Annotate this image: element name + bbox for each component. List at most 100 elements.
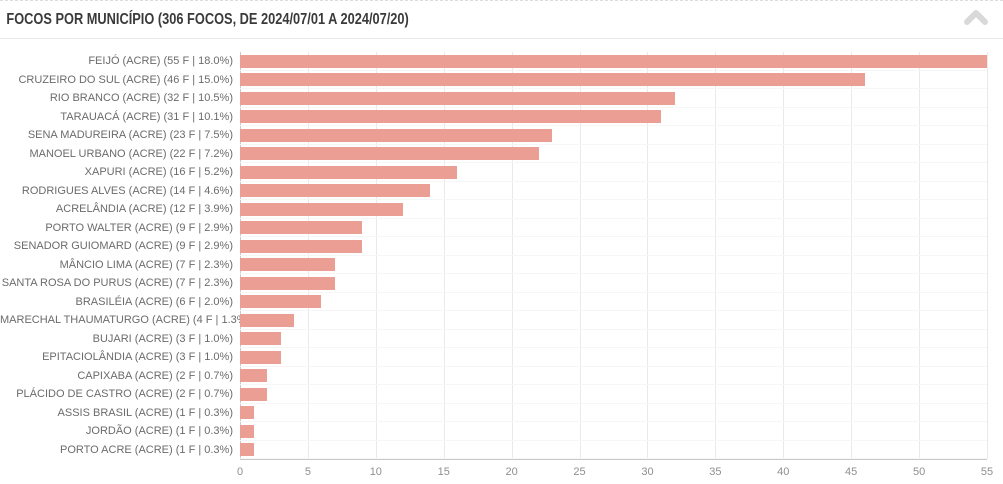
bar-track (240, 311, 987, 330)
chevron-up-icon (962, 10, 990, 31)
bar[interactable] (240, 424, 254, 438)
bar-chart: FEIJÓ (ACRE) (55 F | 18.0%) CRUZEIRO DO S… (0, 39, 1003, 484)
x-axis: 0 5 10 15 20 25 30 35 40 45 50 55 (236, 459, 993, 484)
bar-track (240, 71, 987, 89)
bar-track (240, 441, 987, 459)
bar-row: RODRIGUES ALVES (ACRE) (14 F | 4.6%) (0, 182, 987, 200)
panel-header: FOCOS POR MUNICÍPIO (306 FOCOS, DE 2024/… (0, 1, 1003, 39)
bar-track (240, 200, 987, 219)
bar-label: CRUZEIRO DO SUL (ACRE) (46 F | 15.0%) (18, 73, 233, 86)
bar[interactable] (240, 54, 987, 68)
bar-track (240, 367, 987, 385)
bar[interactable] (240, 110, 662, 123)
x-tick-label: 25 (573, 466, 586, 478)
bar[interactable] (240, 406, 254, 419)
bar-row: CRUZEIRO DO SUL (ACRE) (46 F | 15.0%) (0, 71, 987, 89)
bar-track (240, 163, 987, 182)
bar-label: MÂNCIO LIMA (ACRE) (7 F | 2.3%) (59, 258, 233, 271)
bar-track (240, 108, 987, 126)
bar-track (240, 182, 987, 200)
bar-track (240, 422, 987, 441)
bar-row: CAPIXABA (ACRE) (2 F | 0.7%) (0, 367, 987, 385)
bar[interactable] (240, 184, 431, 197)
bar-track (240, 385, 987, 404)
x-tick-label: 0 (236, 466, 244, 478)
bar-row: FEIJÓ (ACRE) (55 F | 18.0%) (0, 52, 987, 71)
panel-title: FOCOS POR MUNICÍPIO (306 FOCOS, DE 2024/… (6, 10, 409, 28)
bar-row: TARAUACÁ (ACRE) (31 F | 10.1%) (0, 108, 987, 126)
x-tick-label: 5 (304, 466, 311, 478)
bar[interactable] (240, 202, 403, 216)
bar-row: BUJARI (ACRE) (3 F | 1.0%) (0, 330, 987, 348)
x-tick-label: 45 (845, 466, 858, 478)
bar[interactable] (240, 147, 539, 160)
x-tick-label: 20 (505, 466, 518, 478)
bar-row: ASSIS BRASIL (ACRE) (1 F | 0.3%) (0, 404, 987, 422)
bar-track (240, 219, 987, 237)
bar-label: SENA MADUREIRA (ACRE) (23 F | 7.5%) (27, 129, 233, 141)
bar[interactable] (240, 128, 553, 142)
bar[interactable] (240, 369, 268, 382)
bar-label: FEIJÓ (ACRE) (55 F | 18.0%) (88, 55, 233, 67)
x-tick-label: 55 (980, 466, 994, 478)
bar-label: BUJARI (ACRE) (3 F | 1.0%) (92, 332, 233, 345)
bar-row: PORTO ACRE (ACRE) (1 F | 0.3%) (0, 441, 987, 459)
bar-label: PORTO WALTER (ACRE) (9 F | 2.9%) (45, 221, 233, 234)
bar-track (240, 330, 987, 348)
bar[interactable] (240, 91, 675, 105)
bar-label: MANOEL URBANO (ACRE) (22 F | 7.2%) (29, 147, 233, 160)
bar-row: SENADOR GUIOMARD (ACRE) (9 F | 2.9%) (0, 237, 987, 256)
bar-row: SANTA ROSA DO PURUS (ACRE) (7 F | 2.3%) (0, 274, 987, 293)
bar-row: MÂNCIO LIMA (ACRE) (7 F | 2.3%) (0, 256, 987, 274)
bar-track (240, 274, 987, 293)
bar[interactable] (240, 350, 281, 364)
bar[interactable] (240, 295, 322, 308)
bar[interactable] (240, 313, 295, 327)
bar-track (240, 237, 987, 256)
bar[interactable] (240, 443, 254, 456)
bar-label: RIO BRANCO (ACRE) (32 F | 10.5%) (49, 92, 233, 104)
bar-row: MARECHAL THAUMATURGO (ACRE) (4 F | 1.3%) (0, 311, 987, 330)
bar-row: RIO BRANCO (ACRE) (32 F | 10.5%) (0, 89, 987, 108)
bar-rows: FEIJÓ (ACRE) (55 F | 18.0%) CRUZEIRO DO S… (0, 39, 1003, 459)
bar[interactable] (240, 165, 458, 179)
bar[interactable] (240, 258, 336, 271)
bar-row: SENA MADUREIRA (ACRE) (23 F | 7.5%) (0, 126, 987, 145)
x-tick-label: 40 (777, 466, 790, 478)
x-tick-label: 15 (437, 466, 450, 478)
bar-row: MANOEL URBANO (ACRE) (22 F | 7.2%) (0, 145, 987, 163)
bar-row: PORTO WALTER (ACRE) (9 F | 2.9%) (0, 219, 987, 237)
x-tick-label: 35 (709, 466, 722, 478)
x-tick-label: 30 (641, 466, 654, 478)
x-tick-label: 50 (912, 466, 926, 478)
bar[interactable] (240, 276, 336, 290)
bar-label: SENADOR GUIOMARD (ACRE) (9 F | 2.9%) (13, 240, 233, 252)
bar-label: XAPURI (ACRE) (16 F | 5.2%) (84, 166, 233, 178)
bar-track (240, 256, 987, 274)
bar[interactable] (240, 387, 268, 401)
bar-track (240, 348, 987, 367)
bar-label: ASSIS BRASIL (ACRE) (1 F | 0.3%) (57, 406, 233, 419)
bar-label: EPITACIOLÂNDIA (ACRE) (3 F | 1.0%) (42, 351, 233, 363)
bar-label: JORDÃO (ACRE) (1 F | 0.3%) (85, 425, 233, 437)
bar-row: XAPURI (ACRE) (16 F | 5.2%) (0, 163, 987, 182)
bar-track (240, 126, 987, 145)
bar[interactable] (240, 221, 363, 234)
bar-label: RODRIGUES ALVES (ACRE) (14 F | 4.6%) (21, 184, 233, 197)
bar-track (240, 52, 987, 71)
bar[interactable] (240, 239, 363, 253)
x-tick-label: 10 (369, 466, 382, 478)
bar-label: SANTA ROSA DO PURUS (ACRE) (7 F | 2.3%) (1, 277, 233, 289)
bar-label: CAPIXABA (ACRE) (2 F | 0.7%) (77, 369, 233, 382)
bar-row: EPITACIOLÂNDIA (ACRE) (3 F | 1.0%) (0, 348, 987, 367)
bar-track (240, 145, 987, 163)
bar-row: PLÁCIDO DE CASTRO (ACRE) (2 F | 0.7%) (0, 385, 987, 404)
bar[interactable] (240, 73, 865, 86)
bar[interactable] (240, 332, 281, 345)
bar-label: PORTO ACRE (ACRE) (1 F | 0.3%) (60, 443, 233, 456)
collapse-panel-button[interactable] (961, 8, 991, 30)
bar-track (240, 89, 987, 108)
bar-label: TARAUACÁ (ACRE) (31 F | 10.1%) (60, 110, 233, 123)
bar-track (240, 293, 987, 311)
